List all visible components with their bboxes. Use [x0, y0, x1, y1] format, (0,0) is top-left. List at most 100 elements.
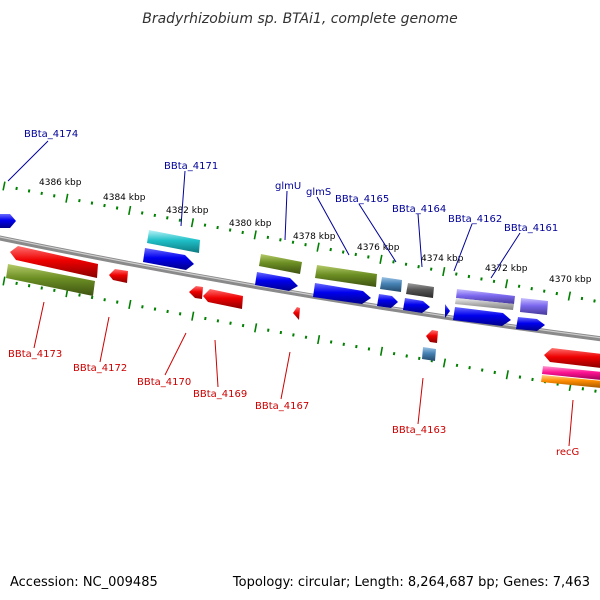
minor-tick — [543, 289, 546, 293]
minor-tick — [166, 216, 169, 220]
minor-tick — [53, 194, 56, 198]
cds-gray[interactable] — [406, 283, 434, 298]
gene-label-bbta-4173[interactable]: BBta_4173 — [8, 349, 62, 360]
gene-label-bbta-4162[interactable]: BBta_4162 — [448, 214, 502, 225]
gene-label-bbta-4161[interactable]: BBta_4161 — [504, 223, 558, 234]
minor-tick — [116, 300, 119, 304]
minor-tick — [241, 230, 244, 235]
minor-tick — [555, 291, 559, 296]
cds-reverse[interactable] — [293, 307, 300, 320]
cds-forward[interactable] — [377, 294, 398, 308]
minor-tick — [304, 243, 307, 247]
cds-olive[interactable] — [315, 265, 377, 287]
minor-tick — [468, 366, 471, 370]
label-leader-lines — [7, 140, 574, 447]
minor-tick — [204, 316, 207, 321]
minor-tick — [90, 295, 94, 300]
minor-tick — [90, 201, 94, 205]
kbp-scale: 4386 kbp 4384 kbp 4382 kbp 4380 kbp 4378… — [39, 178, 592, 285]
minor-tick — [341, 250, 345, 254]
cds-olive[interactable] — [6, 264, 95, 296]
minor-tick — [455, 272, 458, 276]
minor-tick — [140, 211, 144, 215]
cds-reverse[interactable] — [189, 286, 203, 299]
minor-tick — [228, 228, 232, 232]
kbp-label: 4386 kbp — [39, 178, 82, 188]
cds-steel[interactable] — [380, 277, 402, 292]
cds-pink[interactable] — [542, 366, 600, 380]
cds-purple[interactable] — [456, 289, 515, 304]
cds-forward[interactable] — [403, 298, 430, 313]
cds-silver[interactable] — [455, 298, 514, 310]
minor-tick — [329, 247, 332, 252]
minor-tick — [40, 286, 43, 290]
minor-tick — [594, 389, 597, 393]
minor-tick — [354, 252, 358, 257]
minor-tick — [216, 319, 220, 323]
gene-label-recg[interactable]: recG — [556, 447, 579, 458]
cds-forward[interactable] — [0, 214, 16, 228]
major-tick — [191, 311, 195, 321]
minor-tick — [153, 213, 157, 218]
minor-tick — [216, 225, 219, 230]
minor-tick — [480, 368, 484, 372]
major-tick — [316, 242, 320, 252]
gene-label-bbta-4170[interactable]: BBta_4170 — [137, 377, 191, 388]
minor-tick — [40, 191, 43, 196]
cds-forward[interactable] — [453, 307, 511, 326]
cds-steel[interactable] — [422, 347, 436, 361]
minor-tick — [153, 307, 157, 311]
cds-reverse[interactable] — [544, 348, 600, 368]
minor-tick — [27, 189, 31, 193]
minor-tick — [392, 351, 396, 356]
map-title: Bradyrhizobium sp. BTAi1, complete genom… — [142, 11, 458, 27]
cds-olive[interactable] — [259, 254, 302, 274]
cds-reverse[interactable] — [426, 330, 438, 343]
cds-forward[interactable] — [313, 283, 371, 304]
kbp-label: 4384 kbp — [103, 193, 146, 203]
minor-tick — [429, 267, 433, 271]
minor-tick — [304, 335, 308, 339]
minor-tick — [203, 223, 207, 227]
major-tick — [317, 335, 321, 345]
cds-cyan[interactable] — [147, 230, 200, 253]
cds-forward[interactable] — [516, 317, 545, 331]
gene-label-bbta-4164[interactable]: BBta_4164 — [392, 204, 446, 215]
minor-tick — [480, 277, 483, 281]
gene-label-bbta-4174[interactable]: BBta_4174 — [24, 129, 78, 140]
gene-label-glmu[interactable]: glmU — [275, 181, 301, 192]
cds-reverse[interactable] — [109, 269, 128, 283]
minor-tick — [342, 342, 345, 346]
cds-forward[interactable] — [255, 272, 298, 291]
minor-tick — [266, 235, 270, 239]
top-gene-labels: BBta_4174 BBta_4171 glmU glmS BBta_4165 … — [24, 129, 558, 234]
major-tick — [442, 358, 447, 368]
gene-label-bbta-4163[interactable]: BBta_4163 — [392, 425, 446, 436]
cds-purple[interactable] — [520, 298, 548, 315]
minor-tick — [103, 298, 106, 302]
cds-forward[interactable] — [143, 248, 194, 270]
minor-tick — [279, 330, 283, 335]
minor-tick — [455, 363, 459, 368]
minor-tick — [279, 238, 282, 242]
cds-orange[interactable] — [541, 375, 600, 388]
gene-label-bbta-4169[interactable]: BBta_4169 — [193, 389, 247, 400]
minor-tick — [367, 255, 370, 259]
cds-reverse[interactable] — [203, 289, 243, 309]
gene-label-bbta-4172[interactable]: BBta_4172 — [73, 363, 127, 374]
gene-label-glms[interactable]: glmS — [306, 187, 331, 198]
major-tick — [379, 346, 384, 356]
cds-forward[interactable] — [445, 304, 450, 318]
cds-reverse[interactable] — [10, 246, 98, 278]
minor-tick — [178, 312, 182, 316]
minor-tick — [367, 347, 371, 351]
gene-label-bbta-4171[interactable]: BBta_4171 — [164, 161, 218, 172]
minor-tick — [27, 284, 31, 288]
major-tick — [504, 279, 509, 289]
gene-label-bbta-4167[interactable]: BBta_4167 — [255, 401, 309, 412]
minor-tick — [15, 186, 18, 191]
minor-tick — [355, 344, 358, 349]
gene-label-bbta-4165[interactable]: BBta_4165 — [335, 194, 389, 205]
major-tick — [442, 267, 446, 277]
